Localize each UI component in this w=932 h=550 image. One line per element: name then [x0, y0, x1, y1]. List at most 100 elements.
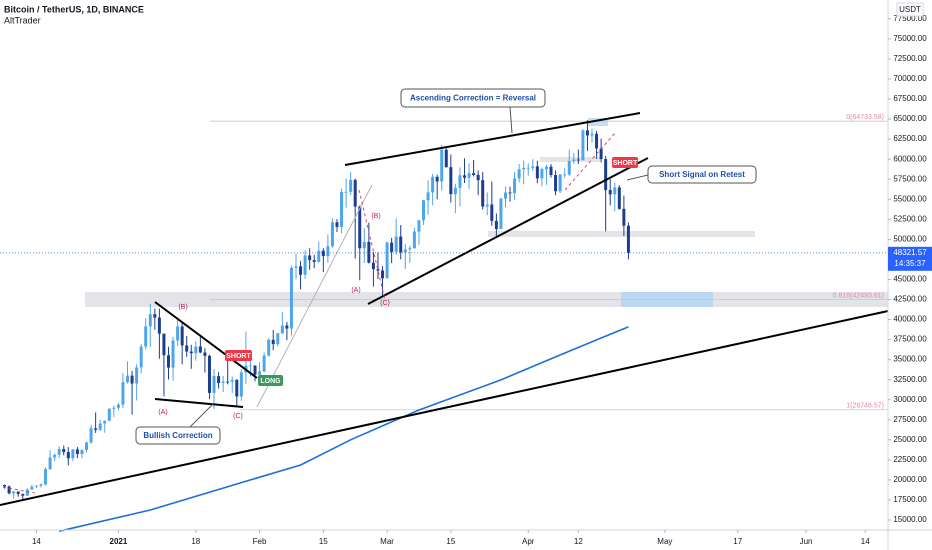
candle-body: [517, 169, 521, 179]
y-tick-label: 40000.00: [893, 315, 927, 324]
candle-body: [622, 208, 626, 226]
candle-body: [362, 241, 366, 249]
candle-body: [330, 222, 334, 247]
y-tick-label: 27500.00: [893, 415, 927, 424]
signal-text: SHORT: [613, 160, 638, 167]
y-tick-label: 35000.00: [893, 355, 927, 364]
candle-body: [30, 486, 34, 490]
wave-label: (B): [371, 213, 380, 220]
callout-text: Short Signal on Retest: [659, 170, 745, 179]
candle-body: [221, 381, 225, 384]
candle-body: [349, 179, 353, 192]
candle-body: [340, 191, 344, 227]
wave-line: [358, 189, 386, 301]
candle-body: [98, 423, 102, 430]
candle-body: [390, 242, 394, 252]
candle-body: [499, 198, 503, 229]
candle-body: [299, 266, 303, 275]
candle-body: [544, 166, 548, 170]
candle-body: [581, 130, 585, 161]
y-tick-label: 57500.00: [893, 174, 927, 183]
axes: 15000.00 17500.00 20000.00 22500.00 25000.00…: [0, 14, 932, 546]
candle-body: [617, 187, 621, 209]
candle-body: [71, 449, 75, 459]
candle-body: [444, 149, 448, 168]
fib-label: 1(28746.57): [846, 403, 884, 410]
x-tick-label: 2021: [110, 537, 128, 546]
ma-line: [59, 326, 629, 532]
x-tick-label: 14: [861, 537, 870, 546]
top-zone: [540, 157, 600, 162]
y-tick-label: 67500.00: [893, 94, 927, 103]
candle-body: [66, 452, 70, 459]
candle-body: [626, 225, 630, 253]
moving-average: [59, 326, 629, 532]
y-tick-label: 55000.00: [893, 194, 927, 203]
candle-body: [230, 379, 234, 382]
candle-body: [449, 167, 453, 195]
x-tick-label: 15: [319, 537, 328, 546]
x-tick-label: Mar: [380, 537, 394, 546]
last-price-label: 48321.57: [893, 248, 927, 257]
candle-body: [289, 267, 293, 329]
y-tick-label: 75000.00: [893, 34, 927, 43]
wave-label: (A): [158, 409, 167, 416]
candle-body: [503, 192, 507, 199]
candle-body: [185, 345, 189, 352]
candle-body: [308, 255, 312, 261]
candle-body: [472, 173, 476, 175]
wave-label: (C): [233, 413, 243, 420]
candle-body: [21, 493, 25, 496]
candle-body: [531, 166, 535, 168]
callout-line: [626, 174, 649, 181]
candle-body: [130, 375, 134, 384]
candle-body: [75, 449, 79, 454]
y-tick-label: 50000.00: [893, 234, 927, 243]
candle-body: [121, 382, 125, 405]
candle-body: [89, 428, 93, 443]
candle-body: [490, 204, 494, 221]
candle-body: [166, 355, 170, 368]
candle-body: [412, 231, 416, 249]
candle-body: [585, 130, 589, 136]
y-tick-label: 45000.00: [893, 275, 927, 284]
candle-body: [25, 489, 29, 496]
candle-body: [248, 365, 252, 367]
y-tick-label: 62500.00: [893, 134, 927, 143]
y-tick-label: 52500.00: [893, 214, 927, 223]
candle-body: [321, 250, 325, 257]
fib-levels: 0(64733.58) 0.618(42493.61) 1(28746.57): [210, 114, 888, 411]
wave-label: (C): [380, 300, 390, 307]
candle-body: [139, 346, 143, 368]
candles: [3, 120, 630, 500]
candle-body: [162, 333, 166, 356]
callout-text: Bullish Correction: [143, 431, 212, 440]
candle-body: [116, 404, 120, 408]
y-tick-label: 30000.00: [893, 395, 927, 404]
top-highlight: [588, 118, 608, 126]
candle-body: [180, 326, 184, 346]
candle-body: [508, 192, 512, 194]
candle-body: [567, 161, 571, 175]
candle-body: [394, 236, 398, 252]
trend-line: [367, 157, 649, 305]
chart-title: Bitcoin / TetherUS, 1D, BINANCE: [4, 4, 144, 14]
candle-body: [613, 187, 617, 195]
countdown: 14:35:37: [894, 259, 926, 268]
wave-line: [564, 132, 616, 191]
callout-box: [135, 426, 221, 445]
candle-body: [189, 351, 193, 354]
candle-body: [94, 428, 98, 430]
candle-body: [576, 159, 580, 161]
candle-body: [226, 381, 230, 383]
candle-body: [294, 266, 298, 268]
fib-label: 0.618(42493.61): [833, 292, 884, 299]
candle-body: [62, 449, 66, 453]
candle-body: [485, 204, 489, 207]
trend-line: [154, 398, 244, 408]
candle-body: [422, 200, 426, 221]
candle-body: [599, 148, 603, 160]
candle-body: [467, 173, 471, 178]
